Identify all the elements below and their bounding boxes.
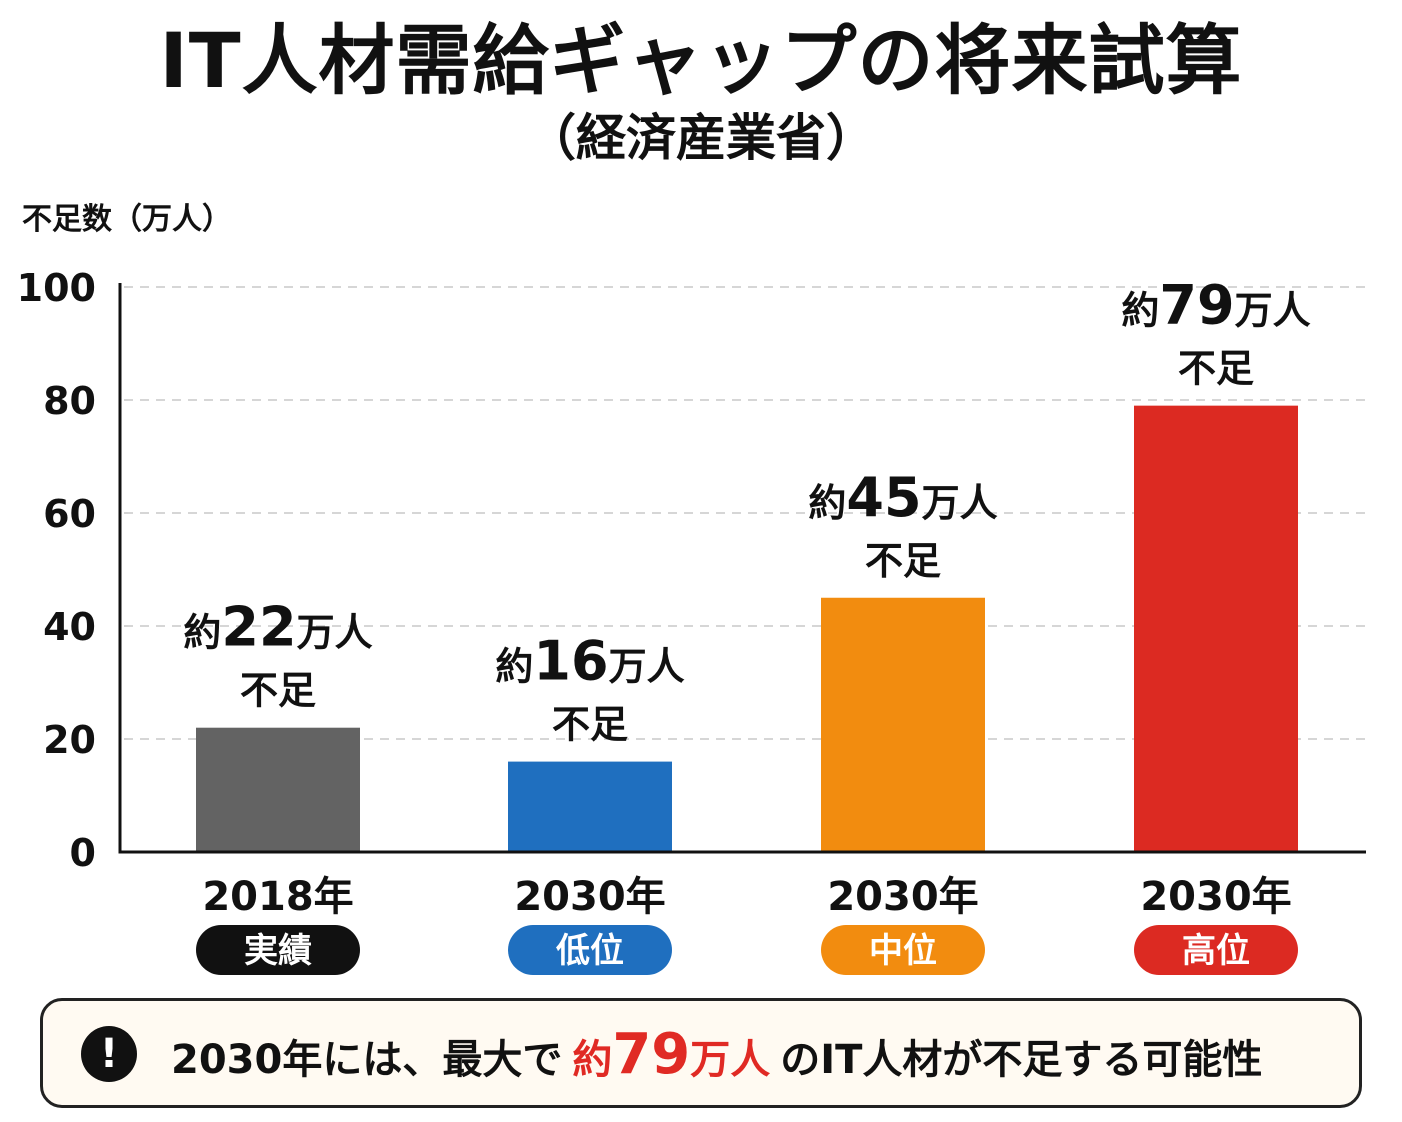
- callout-highlight-suffix: 万人: [690, 1037, 771, 1083]
- data-label-line2: 不足: [1178, 347, 1254, 391]
- data-label: 約79万人: [1121, 274, 1310, 337]
- callout-highlight: 約 79 万人: [572, 1015, 770, 1100]
- x-tick-label: 2018年: [202, 874, 353, 920]
- data-label-line2: 不足: [552, 703, 628, 747]
- data-label: 約22万人: [183, 596, 372, 659]
- exclamation-icon: !: [81, 1026, 137, 1082]
- category-badge-label: 高位: [1182, 931, 1250, 971]
- category-badge-label: 中位: [869, 931, 937, 971]
- y-tick-label: 20: [43, 718, 96, 762]
- bar-chart: 020406080100約22万人不足2018年実績約16万人不足2030年低位…: [17, 266, 1366, 975]
- y-axis-label: 不足数（万人）: [22, 202, 232, 237]
- category-badge: [821, 925, 985, 975]
- callout-box: ! 2030年には、最大で 約 79 万人 のIT人材が不足する可能性: [40, 998, 1362, 1108]
- x-tick-label: 2030年: [827, 874, 978, 920]
- bar: [1134, 405, 1298, 852]
- data-label-line2: 不足: [240, 669, 316, 713]
- x-tick-label: 2030年: [514, 874, 665, 920]
- bar: [821, 597, 985, 852]
- data-label-line2: 不足: [865, 539, 941, 583]
- chart-title: IT人材需給ギャップの将来試算: [159, 16, 1243, 105]
- callout-text-after: のIT人材が不足する可能性: [780, 1037, 1263, 1083]
- category-badge: [508, 925, 672, 975]
- y-tick-label: 0: [70, 831, 96, 875]
- bar: [508, 761, 672, 852]
- data-label: 約16万人: [495, 630, 684, 693]
- bar: [196, 727, 360, 852]
- data-label: 約45万人: [808, 466, 997, 529]
- callout-text: 2030年には、最大で 約 79 万人 のIT人材が不足する可能性: [171, 1015, 1262, 1095]
- category-badge-label: 低位: [556, 931, 624, 971]
- y-tick-label: 100: [17, 266, 96, 310]
- chart-subtitle: （経済産業省）: [526, 109, 876, 167]
- callout-highlight-prefix: 約: [572, 1037, 613, 1083]
- category-badge: [1134, 925, 1298, 975]
- callout-highlight-number: 79: [612, 1022, 691, 1087]
- y-tick-label: 80: [43, 379, 96, 423]
- y-tick-label: 40: [43, 605, 96, 649]
- category-badge: [196, 925, 360, 975]
- y-tick-label: 60: [43, 492, 96, 536]
- callout-text-before: 2030年には、最大で: [171, 1037, 563, 1083]
- category-badge-label: 実績: [244, 931, 312, 971]
- x-tick-label: 2030年: [1140, 874, 1291, 920]
